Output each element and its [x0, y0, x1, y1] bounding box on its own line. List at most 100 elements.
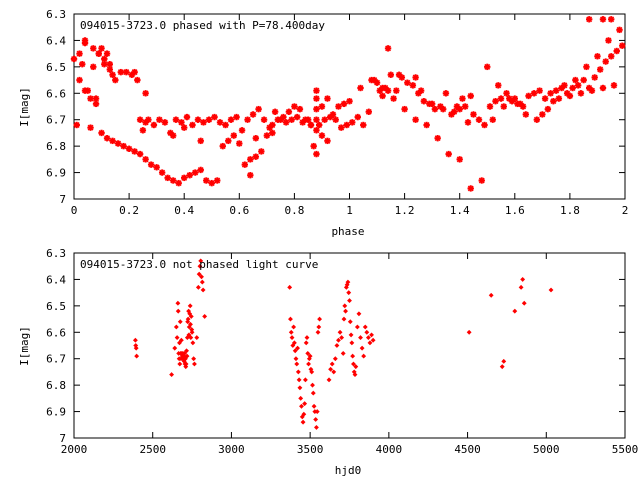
data-point	[431, 105, 439, 113]
data-point	[293, 113, 301, 121]
data-point	[76, 50, 83, 57]
data-point	[172, 345, 178, 351]
unphased-x-axis-label: hjd0	[335, 464, 362, 477]
data-point	[241, 161, 249, 168]
data-point	[314, 425, 319, 430]
unphased-chart-title: 094015-3723.0 not phased light curve	[80, 258, 318, 271]
data-point	[569, 84, 576, 92]
data-point	[574, 82, 582, 89]
data-point	[353, 364, 359, 370]
data-point	[450, 108, 458, 115]
data-point	[401, 105, 408, 113]
data-point	[183, 361, 189, 367]
data-point	[349, 340, 355, 346]
data-point	[332, 356, 338, 362]
x-tick-label: 2500	[139, 443, 166, 456]
data-point	[187, 303, 193, 309]
data-point	[177, 319, 183, 325]
data-point	[313, 95, 320, 102]
data-point	[132, 337, 138, 343]
data-point	[109, 71, 116, 78]
data-point	[310, 382, 315, 388]
data-point	[142, 156, 149, 163]
data-point	[150, 121, 158, 129]
unphased-plot-frame	[73, 252, 626, 439]
data-point	[348, 332, 354, 338]
data-point	[109, 137, 116, 145]
data-point	[185, 316, 191, 322]
data-point	[203, 177, 210, 184]
data-point	[591, 74, 598, 81]
unphased-light-curve-panel: 2000 2500 3000 3500 4000 4500 5000 5500 6.36.46…	[18, 247, 638, 477]
data-point	[478, 177, 485, 184]
data-point	[236, 140, 243, 147]
phased-light-curve-panel: 0 0.2 0.4 0.6 0.8 1 1.2 1.4 1.6 1.8 2 6.3 6.4 6.5 6.6…	[18, 8, 628, 238]
data-point	[439, 105, 447, 113]
data-point	[299, 403, 304, 409]
data-point	[423, 121, 430, 129]
data-point	[194, 335, 200, 340]
data-point	[306, 361, 311, 367]
data-point	[191, 356, 197, 362]
data-point	[303, 340, 309, 346]
y-tick-label: 6.5	[46, 61, 66, 74]
data-point	[313, 116, 320, 123]
data-point	[307, 353, 313, 359]
data-point	[90, 45, 97, 52]
data-point	[182, 351, 187, 356]
data-point	[313, 105, 320, 113]
data-point	[288, 316, 293, 322]
data-point	[539, 111, 546, 118]
data-point	[409, 82, 417, 89]
data-point	[602, 58, 609, 65]
data-point	[329, 111, 337, 118]
data-point	[280, 113, 287, 121]
x-tick-label: 0.6	[229, 204, 249, 217]
phased-y-axis-label: I[mag]	[18, 87, 31, 127]
data-point	[522, 111, 530, 118]
data-point	[70, 55, 78, 63]
data-point	[555, 95, 563, 102]
data-point	[161, 119, 169, 126]
data-point	[181, 124, 188, 131]
data-point	[481, 121, 488, 129]
data-point	[313, 417, 319, 422]
data-point	[357, 84, 364, 92]
data-point	[164, 174, 171, 182]
data-point	[470, 111, 477, 118]
data-point	[233, 113, 240, 121]
data-point	[329, 361, 335, 367]
data-point	[181, 174, 188, 182]
data-point	[200, 119, 207, 126]
data-point	[533, 116, 541, 123]
unphased-y-axis-label: I[mag]	[18, 326, 31, 366]
data-point	[364, 329, 370, 335]
data-point	[345, 279, 351, 285]
data-point	[340, 100, 348, 108]
data-point	[347, 319, 353, 325]
data-point	[288, 116, 295, 123]
data-point	[369, 332, 374, 338]
data-point	[313, 127, 320, 134]
data-point	[125, 145, 133, 152]
data-point	[302, 116, 309, 123]
data-point	[310, 142, 317, 150]
data-point	[512, 308, 518, 314]
data-point	[384, 87, 392, 94]
data-point	[314, 409, 320, 414]
data-point	[295, 369, 301, 375]
data-point	[420, 98, 428, 105]
data-point	[317, 316, 323, 322]
data-point	[297, 385, 303, 391]
data-point	[328, 366, 334, 372]
data-point	[298, 395, 304, 401]
data-point	[605, 37, 612, 44]
data-point	[390, 95, 397, 102]
data-point	[134, 353, 140, 359]
data-point	[521, 300, 527, 306]
data-point	[506, 95, 513, 102]
data-point	[205, 116, 213, 123]
data-point	[334, 343, 340, 348]
data-point	[580, 76, 587, 84]
data-point	[73, 121, 80, 129]
